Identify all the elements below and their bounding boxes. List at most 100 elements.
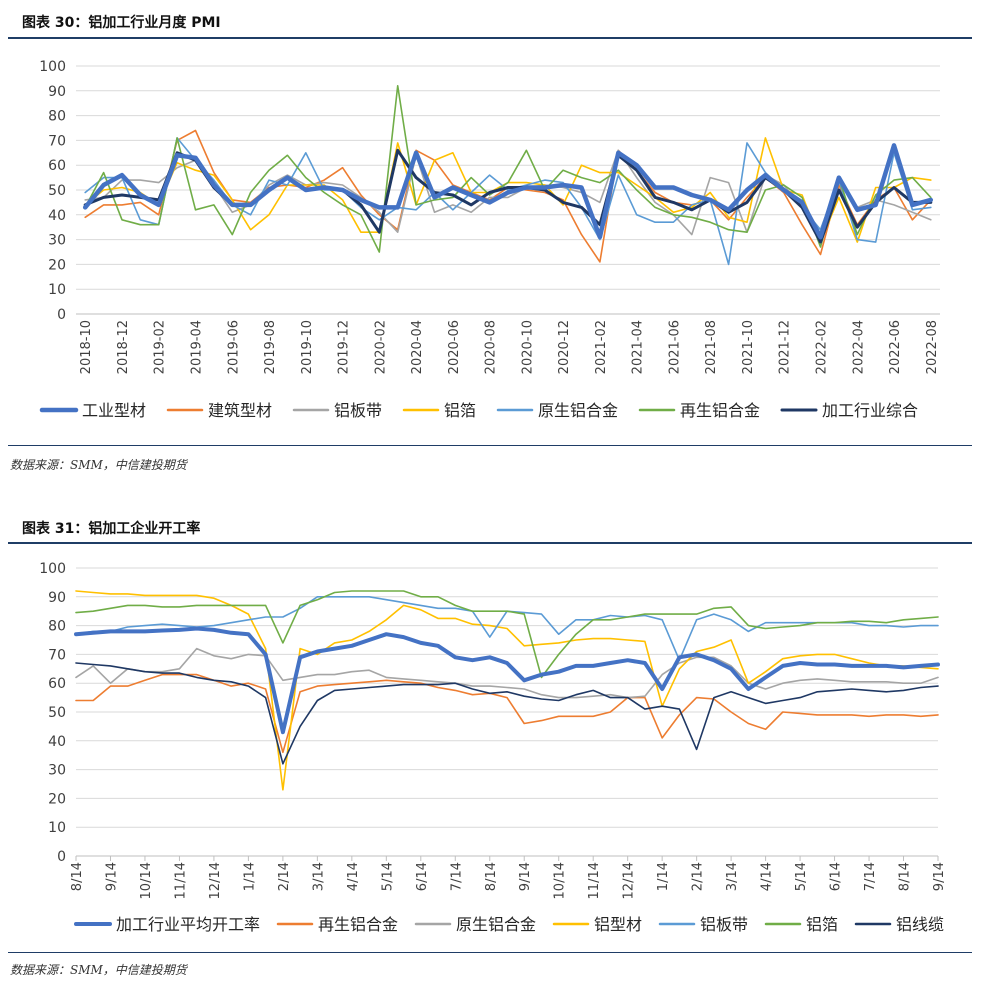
legend-label-7: 加工行业综合 <box>822 401 918 420</box>
y-tick-label: 20 <box>48 791 66 807</box>
x-tick-label: 7/14 <box>449 862 464 891</box>
legend-label-5: 铝板带 <box>700 915 748 934</box>
x-tick-label: 2020-04 <box>410 320 425 374</box>
y-tick-label: 80 <box>48 619 66 635</box>
x-tick-label: 2019-08 <box>263 320 278 374</box>
figure-30-top-rule <box>8 37 972 39</box>
legend-label-4: 铝型材 <box>594 915 642 934</box>
x-tick-label: 3/14 <box>311 862 326 891</box>
figure-31-bottom-rule <box>8 952 972 953</box>
y-tick-label: 10 <box>48 820 66 836</box>
y-tick-label: 30 <box>48 763 66 779</box>
x-tick-label: 2018-10 <box>79 320 94 374</box>
x-tick-label: 2020-10 <box>520 320 535 374</box>
y-tick-label: 90 <box>48 84 66 100</box>
legend-label-1: 工业型材 <box>82 401 146 420</box>
x-tick-label: 2021-06 <box>667 320 682 374</box>
operating-rate-line-chart: 0 10 20 30 40 50 60 70 80 90 100 8/14 9/14 10/14 11/14… <box>39 561 947 934</box>
legend-label-2: 建筑型材 <box>208 401 272 420</box>
x-tick-label: 10/14 <box>553 862 568 899</box>
legend-label-5: 原生铝合金 <box>538 401 618 420</box>
legend-label-7: 铝线缆 <box>896 915 944 934</box>
y-tick-label: 60 <box>48 676 66 692</box>
x-tick-label: 9/14 <box>104 862 119 891</box>
y-tick-label: 60 <box>48 158 66 174</box>
figure-31-source: 数据来源：SMM，中信建投期货 <box>10 963 187 977</box>
x-tick-label: 11/14 <box>587 862 602 899</box>
x-tick-label: 11/14 <box>173 862 188 899</box>
legend-label-4: 铝箔 <box>444 401 476 420</box>
figure-30-title: 图表 30：铝加工行业月度 PMI <box>22 15 221 31</box>
legend-label-2: 再生铝合金 <box>318 915 398 934</box>
y-tick-label: 100 <box>39 561 66 577</box>
x-tick-label: 8/14 <box>70 862 85 891</box>
y-tick-label: 70 <box>48 647 66 663</box>
x-tick-label: 2020-08 <box>484 320 499 374</box>
series-line-2 <box>75 673 939 754</box>
x-tick-label: 2022-02 <box>815 320 830 374</box>
x-tick-label: 6/14 <box>829 862 844 891</box>
x-tick-label: 5/14 <box>380 862 395 891</box>
x-tick-label: 1/14 <box>656 862 671 891</box>
x-tick-label: 2022-06 <box>888 320 903 374</box>
x-tick-label: 2021-08 <box>704 320 719 374</box>
x-tick-label: 5/14 <box>794 862 809 891</box>
series-line-2 <box>84 129 932 263</box>
x-tick-label: 4/14 <box>346 862 361 891</box>
legend-label-6: 再生铝合金 <box>680 401 760 420</box>
y-tick-label: 80 <box>48 109 66 125</box>
y-tick-label: 20 <box>48 257 66 273</box>
x-tick-label: 2019-12 <box>337 320 352 374</box>
x-tick-label: 2020-12 <box>557 320 572 374</box>
x-tick-label: 10/14 <box>139 862 154 899</box>
x-tick-label: 9/14 <box>518 862 533 891</box>
x-tick-label: 2/14 <box>691 862 706 891</box>
x-tick-label: 2019-02 <box>153 320 168 374</box>
x-tick-label: 3/14 <box>725 862 740 891</box>
x-tick-label: 1/14 <box>242 862 257 891</box>
y-tick-label: 0 <box>57 307 66 323</box>
x-tick-label: 2020-06 <box>447 320 462 374</box>
x-tick-label: 2020-02 <box>373 320 388 374</box>
series-line-3 <box>75 647 939 699</box>
x-tick-label: 2021-10 <box>741 320 756 374</box>
x-tick-label: 6/14 <box>415 862 430 891</box>
x-tick-label: 2/14 <box>277 862 292 891</box>
x-tick-label: 8/14 <box>898 862 913 891</box>
legend-label-3: 原生铝合金 <box>456 915 536 934</box>
y-tick-label: 90 <box>48 590 66 606</box>
x-tick-label: 8/14 <box>484 862 499 891</box>
x-tick-label: 2019-04 <box>189 320 204 374</box>
x-tick-label: 12/14 <box>208 862 223 899</box>
x-tick-label: 12/14 <box>622 862 637 899</box>
series-line-1 <box>82 143 934 240</box>
y-tick-label: 40 <box>48 208 66 224</box>
x-tick-label: 2021-04 <box>631 320 646 374</box>
y-tick-label: 0 <box>57 849 66 865</box>
figure-30-bottom-rule <box>8 445 972 446</box>
legend-label-6: 铝箔 <box>806 915 838 934</box>
series-line-1 <box>74 626 940 735</box>
x-tick-label: 2021-02 <box>594 320 609 374</box>
y-tick-label: 30 <box>48 233 66 249</box>
figure-31-title: 图表 31：铝加工企业开工率 <box>22 521 201 537</box>
x-tick-label: 2019-06 <box>226 320 241 374</box>
series-line-6 <box>84 84 932 253</box>
legend-label-3: 铝板带 <box>334 401 382 420</box>
series-line-6 <box>75 590 939 679</box>
x-tick-label: 4/14 <box>760 862 775 891</box>
y-tick-label: 100 <box>39 59 66 75</box>
x-tick-label: 2021-12 <box>778 320 793 374</box>
x-tick-label: 9/14 <box>932 862 947 891</box>
y-tick-label: 40 <box>48 734 66 750</box>
figure-31-top-rule <box>8 542 972 544</box>
y-tick-label: 70 <box>48 133 66 149</box>
x-tick-label: 2022-04 <box>851 320 866 374</box>
x-tick-label: 7/14 <box>863 862 878 891</box>
pmi-line-chart: 0 10 20 30 40 50 60 70 80 90 100 2018-10 2018-12 2019… <box>39 59 940 420</box>
series-line-7 <box>75 662 939 765</box>
x-tick-label: 2018-12 <box>116 320 131 374</box>
x-tick-label: 2019-10 <box>300 320 315 374</box>
figure-30-source: 数据来源：SMM，中信建投期货 <box>10 458 187 472</box>
x-tick-label: 2022-08 <box>925 320 940 374</box>
